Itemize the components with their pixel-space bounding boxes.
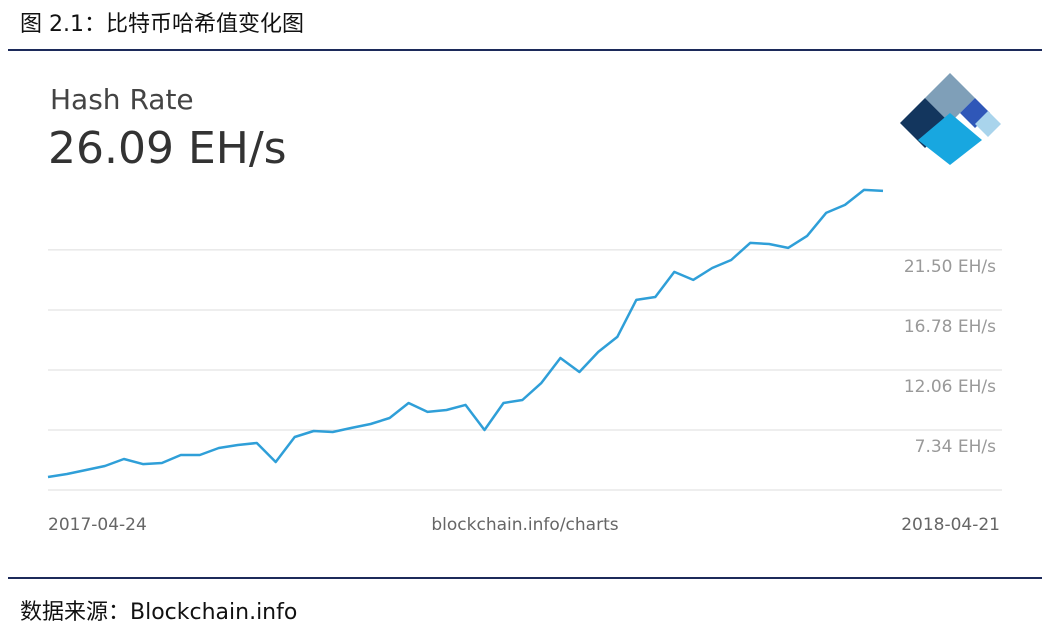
x-start-label: 2017-04-24 xyxy=(48,515,147,535)
chart-title: Hash Rate xyxy=(50,83,194,116)
footer: 数据来源：Blockchain.info xyxy=(20,600,297,625)
y-tick-label: 16.78 EH/s xyxy=(904,317,996,337)
y-tick-label: 7.34 EH/s xyxy=(915,437,997,457)
y-tick-label: 21.50 EH/s xyxy=(904,257,996,277)
caption: 图 2.1：比特币哈希值变化图 xyxy=(20,12,304,37)
source-label: blockchain.info/charts xyxy=(431,515,618,535)
current-value: 26.09 EH/s xyxy=(48,123,287,174)
y-tick-label: 12.06 EH/s xyxy=(904,377,996,397)
x-end-label: 2018-04-21 xyxy=(901,515,1000,535)
hash-rate-line xyxy=(47,188,884,479)
logo xyxy=(900,73,1001,165)
